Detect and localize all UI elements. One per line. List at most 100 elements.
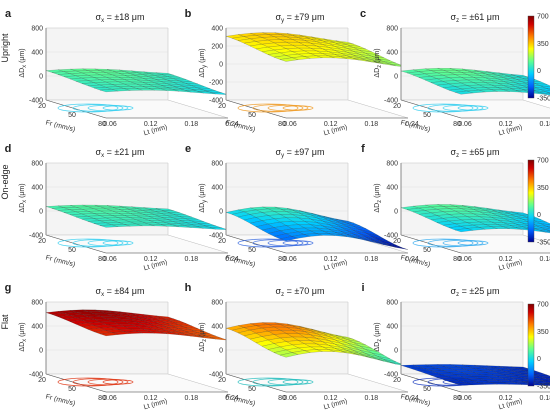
x-tick-label: 20 [38,103,46,110]
panel-title: σx = ±18 μm [96,12,145,24]
z-axis-label: ΔDx (μm) [19,322,28,351]
panel-letter: b [185,8,192,20]
contour-line [282,379,314,385]
colorbar: 700 350 0 -350 [527,14,550,103]
x-tick-label: 50 [68,247,76,254]
y-tick-label: 0.06 [283,395,297,402]
colorbar-tick-label: -350 [537,240,550,247]
panel-letter: a [5,8,12,20]
z-tick-label: 800 [386,161,398,168]
colorbar-tick-label: -350 [537,384,550,391]
x-tick-label: 80 [98,395,106,402]
y-tick-label: 0.06 [458,395,472,402]
panel-title: σx = ±84 μm [96,286,145,298]
y-tick-label: 0.06 [283,256,297,263]
z-axis-label: ΔDz (μm) [374,48,383,77]
z-tick-label: 800 [386,26,398,33]
z-axis-label: ΔDz (μm) [374,183,383,212]
y-tick-label: 0.24 [225,256,239,263]
x-axis [45,373,107,393]
z-tick-label: -400 [384,372,398,379]
y-tick-label: 0.18 [540,256,550,263]
panel-title: σz = ±65 μm [451,147,500,159]
surface [225,32,409,68]
y-tick-label: 0.06 [103,256,117,263]
surface-facet [540,380,550,383]
x-axis [400,373,462,393]
x-tick-label: 50 [248,112,256,119]
z-tick-label: -400 [384,98,398,105]
contour-line [442,239,484,247]
contour-line [457,240,489,246]
x-tick-label: 20 [218,377,226,384]
surface-facet [534,381,550,385]
contour-line [72,104,124,112]
surface-facet [540,383,550,386]
surface-facet [540,227,550,231]
contour-line [237,103,299,113]
colorbar-tick-label: 0 [537,356,541,363]
y-tick-label: 0.18 [540,395,550,402]
contour-line [252,239,304,247]
z-tick-label: 400 [211,324,223,331]
colorbar-tick-label: 0 [537,212,541,219]
y-tick-label: 0.18 [365,395,379,402]
surface-facet [534,83,550,87]
surface-facet [534,228,550,232]
panel-letter: f [361,143,365,155]
panel-title: σz = ±70 μm [276,286,325,298]
z-tick-label: 0 [219,62,223,69]
y-tick-label: 0.18 [185,121,199,128]
y-tick-label: 0.06 [103,395,117,402]
surface [400,204,550,234]
y-tick-label: 0.24 [405,121,419,128]
x-tick-label: 20 [38,377,46,384]
surface-facet [540,92,550,96]
y-tick-label: 0.06 [283,121,297,128]
contour-line [282,105,314,111]
z-tick-label: -400 [209,98,223,105]
x-tick-label: 50 [68,386,76,393]
z-tick-label: 0 [39,74,43,81]
surface-facet [540,376,550,379]
surface-facet [546,91,550,94]
z-tick-label: -400 [384,233,398,240]
surface-facet [540,89,550,93]
y-tick-label: 0.12 [324,395,338,402]
contour-line [87,104,129,112]
y-tick-label: 0.06 [103,121,117,128]
x-axis [400,99,462,119]
x-tick-label: 50 [423,112,431,119]
z-tick-label: 200 [211,44,223,51]
y-tick-label: 0.12 [144,256,158,263]
surface-facet [534,90,550,95]
y-tick-label: 0.12 [144,395,158,402]
z-tick-label: 0 [39,348,43,355]
surface [225,206,409,250]
y-tick-label: 0.24 [225,121,239,128]
contour-line [57,377,119,387]
surface-facet [534,220,550,225]
z-tick-label: 400 [211,185,223,192]
surface-facet [534,224,550,229]
z-tick-label: 0 [219,209,223,216]
colorbar-tick-label: 700 [537,302,549,309]
colorbar-tick-label: 350 [537,185,549,192]
colorbar-tick-label: 0 [537,68,541,75]
surface [45,68,229,95]
x-tick-label: 80 [278,395,286,402]
contour-line [237,238,299,248]
x-tick-label: 50 [423,386,431,393]
x-tick-label: 80 [278,121,286,128]
panel-title: σz = ±25 μm [451,286,500,298]
surface-facet [546,226,550,228]
panel-title: σz = ±61 μm [451,12,500,24]
contour-line [102,240,134,246]
panel-letter: e [185,143,191,155]
z-tick-label: 0 [394,74,398,81]
colorbar-tick-label: 700 [537,158,549,165]
colorbar-gradient [527,15,535,99]
